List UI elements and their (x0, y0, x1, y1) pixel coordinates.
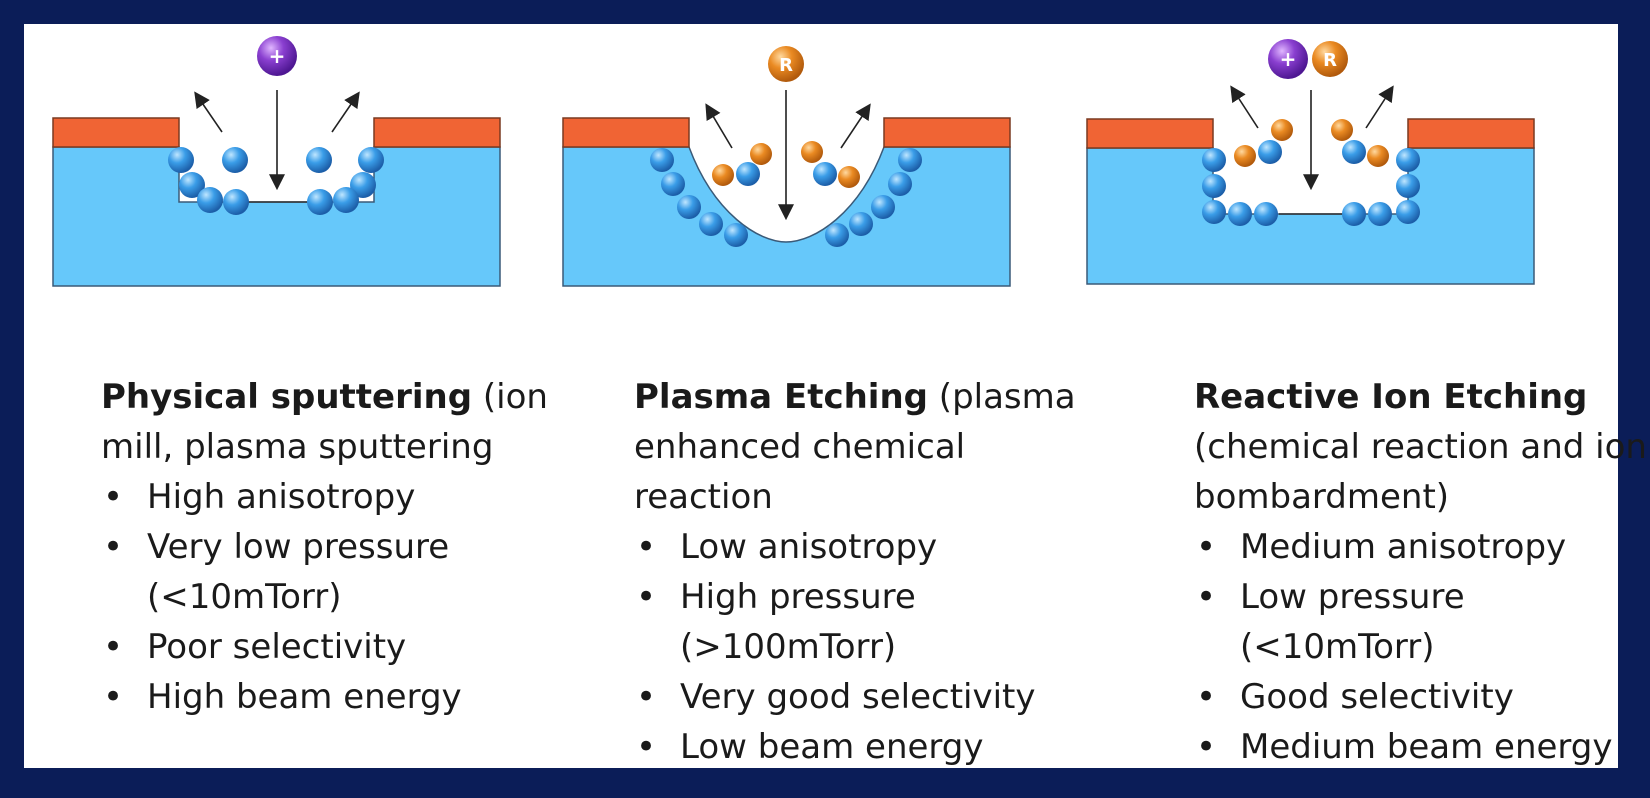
sputtered-atoms (168, 147, 384, 215)
surface-atoms (1202, 140, 1420, 226)
bullet-item: Good selectivity (1194, 672, 1650, 722)
ion-icon (1268, 39, 1308, 79)
ion-icon (257, 36, 297, 76)
bullet-item: High beam energy (101, 672, 561, 722)
radical-label: R (1323, 50, 1337, 71)
ejection-arrow-right (1365, 85, 1394, 129)
mask-left (1086, 118, 1214, 149)
etching-diagrams: + (52, 36, 1535, 287)
bullet-item: Low anisotropy (634, 522, 1104, 572)
panel-3-diagram: + R (1086, 39, 1535, 285)
panel-3-text: Reactive Ion Etching (chemical reaction … (1194, 372, 1650, 772)
bullet-item: High pressure (>100mTorr) (634, 572, 1104, 672)
bullet-item: Poor selectivity (101, 622, 561, 672)
panel-1-diagram: + (52, 36, 501, 287)
panel-2-diagram: R (562, 46, 1011, 287)
surface-atoms (650, 148, 922, 247)
mask-right (373, 117, 501, 148)
bullet-item: Low beam energy (634, 722, 1104, 772)
panel-title: Plasma Etching (634, 377, 928, 417)
radical-atoms (1234, 119, 1389, 167)
figure-frame: + (24, 24, 1647, 772)
ion-label: + (1280, 47, 1297, 71)
bullet-list: High anisotropy Very low pressure (<10mT… (101, 472, 561, 722)
bullet-item: Very low pressure (<10mTorr) (101, 522, 561, 622)
bullet-item: High anisotropy (101, 472, 561, 522)
panel-title: Reactive Ion Etching (1194, 377, 1588, 417)
panel-title: Physical sputtering (101, 377, 473, 417)
radical-icon (768, 46, 804, 82)
radical-icon (1312, 41, 1348, 77)
ejection-arrow-left (194, 91, 223, 133)
panel-subtitle: (chemical reaction and ion bombardment) (1194, 427, 1647, 517)
bullet-item: Very good selectivity (634, 672, 1104, 722)
ejection-arrow-right (840, 103, 871, 149)
bullet-item: Medium anisotropy (1194, 522, 1650, 572)
radical-atoms (712, 141, 860, 188)
bullet-item: Medium beam energy (1194, 722, 1650, 772)
panel-subtitle: (ion mill, plasma sputtering (101, 377, 548, 467)
panel-heading: Plasma Etching (plasma enhanced chemical… (634, 372, 1104, 522)
ejection-arrow-left (1230, 85, 1259, 129)
panel-1-text: Physical sputtering (ion mill, plasma sp… (101, 372, 561, 722)
mask-left (562, 117, 690, 148)
mask-right (883, 117, 1011, 148)
ejection-arrow-left (705, 103, 733, 149)
panel-heading: Physical sputtering (ion mill, plasma sp… (101, 372, 561, 472)
ejection-arrow-right (331, 91, 360, 133)
bullet-item: Low pressure (<10mTorr) (1194, 572, 1650, 672)
mask-left (52, 117, 180, 148)
ion-label: + (269, 44, 286, 68)
mask-right (1407, 118, 1535, 149)
panel-heading: Reactive Ion Etching (chemical reaction … (1194, 372, 1650, 522)
bullet-list: Medium anisotropy Low pressure (<10mTorr… (1194, 522, 1650, 772)
radical-label: R (779, 55, 793, 76)
panel-subtitle: (plasma enhanced chemical reaction (634, 377, 1076, 517)
panel-2-text: Plasma Etching (plasma enhanced chemical… (634, 372, 1104, 772)
bullet-list: Low anisotropy High pressure (>100mTorr)… (634, 522, 1104, 772)
